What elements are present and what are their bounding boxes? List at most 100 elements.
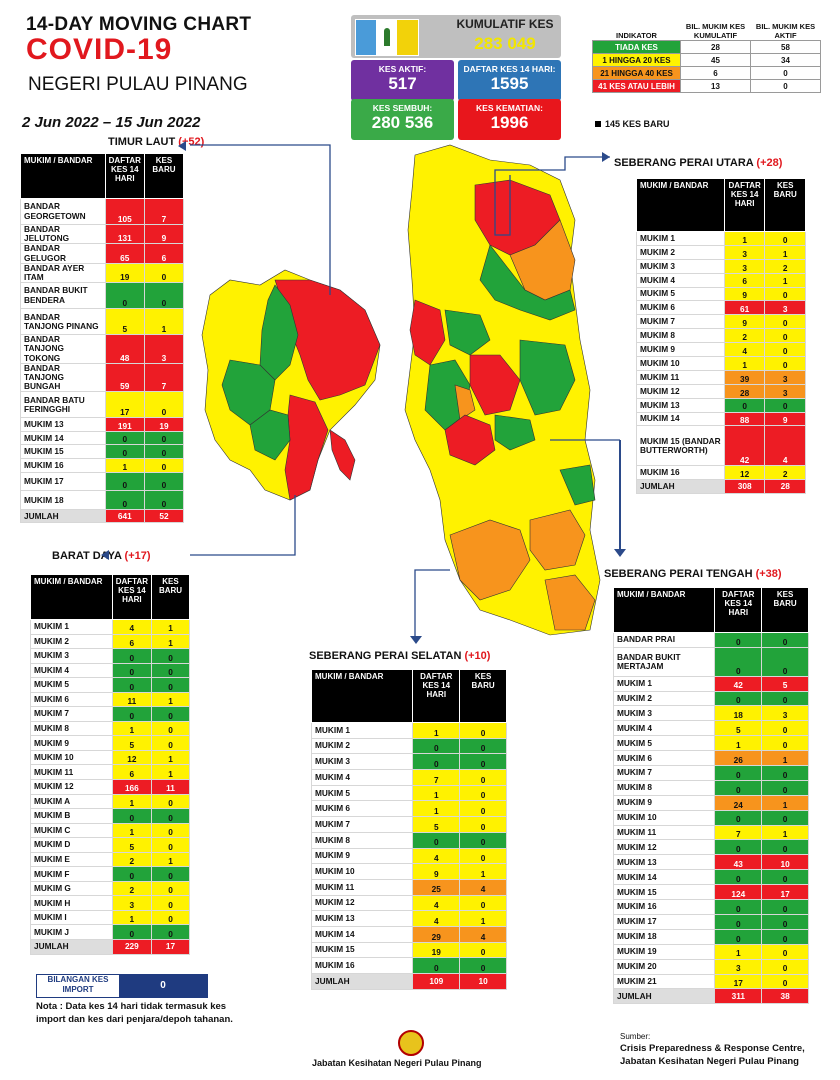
total-value: 641 xyxy=(104,508,145,524)
table-row: MUKIM 17 0 0 xyxy=(20,471,185,492)
daftar-cell: 42 xyxy=(714,675,763,692)
baru-cell: 0 xyxy=(459,894,507,912)
baru-cell: 0 xyxy=(459,784,507,802)
mukim-cell: BANDAR BUKIT MERTAJAM xyxy=(612,646,716,677)
column-header: KES BARU xyxy=(459,669,507,723)
baru-cell: 0 xyxy=(764,328,806,344)
table-row: MUKIM 17 0 0 xyxy=(612,913,809,930)
daftar-cell: 42 xyxy=(723,425,766,467)
table-header-row: MUKIM / BANDAR DAFTAR KES 14 HARI KES BARU xyxy=(612,587,809,633)
daftar-cell: 9 xyxy=(412,863,461,880)
mukim-cell: MUKIM 15 xyxy=(612,884,716,901)
mukim-cell: MUKIM 4 xyxy=(612,720,716,737)
daftar-cell: 3 xyxy=(723,244,766,260)
daftar-cell: 191 xyxy=(104,417,145,432)
mukim-cell: MUKIM 11 xyxy=(612,824,716,841)
baru-cell: 1 xyxy=(761,750,809,767)
mukim-cell: MUKIM 6 xyxy=(636,300,725,316)
table-row: BANDAR BUKIT BENDERA 0 0 xyxy=(20,281,185,310)
column-header: MUKIM / BANDAR xyxy=(612,587,716,633)
total-value: 52 xyxy=(143,508,185,524)
import-box: BILANGAN KES IMPORT 0 xyxy=(36,974,208,998)
table-row: BANDAR TANJONG BUNGAH 59 7 xyxy=(20,362,185,393)
mukim-cell: MUKIM 13 xyxy=(612,854,716,871)
mukim-cell: MUKIM 7 xyxy=(310,816,414,833)
baru-cell: 0 xyxy=(151,677,190,693)
mukim-cell: MUKIM 16 xyxy=(612,899,716,915)
baru-cell: 5 xyxy=(761,675,809,692)
mukim-cell: MUKIM 9 xyxy=(310,847,414,865)
baru-cell: 7 xyxy=(143,197,185,226)
baru-cell: 0 xyxy=(761,913,809,930)
total-value: 28 xyxy=(764,479,806,494)
mukim-cell: MUKIM 15 xyxy=(310,941,414,959)
baru-cell: 1 xyxy=(151,749,190,766)
mukim-cell: MUKIM 8 xyxy=(612,779,716,796)
baru-cell: 1 xyxy=(761,794,809,811)
total-value: 38 xyxy=(761,988,809,1005)
mukim-cell: MUKIM 9 xyxy=(636,342,725,358)
section-plus: (+38) xyxy=(755,568,782,580)
total-label: JUMLAH xyxy=(30,939,113,955)
column-header: MUKIM / BANDAR xyxy=(310,669,414,723)
flag-icon xyxy=(355,19,419,56)
section-title-sp-selatan: SEBERANG PERAI SELATAN (+10) xyxy=(309,650,490,662)
aktif-box: KES AKTIF: 517 xyxy=(351,60,454,101)
mukim-cell: MUKIM 8 xyxy=(636,328,725,344)
table-row: BANDAR AYER ITAM 19 0 xyxy=(20,262,185,283)
mukim-cell: MUKIM 11 xyxy=(30,764,113,781)
daftar-cell: 0 xyxy=(714,779,763,796)
table-row: MUKIM 13 43 10 xyxy=(612,854,809,871)
baru-cell: 1 xyxy=(459,910,507,927)
indicator-aktif: 34 xyxy=(750,53,821,67)
mukim-cell: BANDAR BUKIT BENDERA xyxy=(20,281,106,310)
kematian-value: 1996 xyxy=(490,113,529,132)
mukim-cell: MUKIM B xyxy=(30,808,113,824)
daftar-cell: 1 xyxy=(111,822,153,839)
baru-cell: 0 xyxy=(761,735,809,752)
daftar-cell: 2 xyxy=(723,328,766,344)
daftar-cell: 4 xyxy=(412,847,461,865)
daftar-cell: 0 xyxy=(723,397,766,413)
baru-cell: 0 xyxy=(761,779,809,796)
table-row: MUKIM 16 12 2 xyxy=(636,465,806,481)
table-row: MUKIM 6 61 3 xyxy=(636,300,806,316)
daftar-cell: 7 xyxy=(412,769,461,786)
daftar-cell: 131 xyxy=(104,224,145,245)
baru-cell: 0 xyxy=(151,662,190,679)
baru-cell: 3 xyxy=(761,705,809,722)
table-sp-selatan: MUKIM / BANDAR DAFTAR KES 14 HARI KES BARU… xyxy=(310,669,507,990)
daftar-cell: 105 xyxy=(104,197,145,226)
table-barat-daya: MUKIM / BANDAR DAFTAR KES 14 HARI KES BARU… xyxy=(30,574,190,955)
title-line1: 14-DAY MOVING CHART xyxy=(26,14,252,35)
baru-cell: 1 xyxy=(764,272,806,288)
total-label: JUMLAH xyxy=(310,973,414,990)
baru-cell: 0 xyxy=(143,430,185,446)
mukim-cell: MUKIM 14 xyxy=(310,925,414,943)
indicator-kumulatif: 45 xyxy=(680,53,751,67)
mukim-cell: BANDAR BATU FERINGGHI xyxy=(20,391,106,419)
daftar-label: DAFTAR KES 14 HARI: xyxy=(463,64,556,74)
daftar-cell: 166 xyxy=(111,779,153,795)
baru-cell: 0 xyxy=(761,958,809,975)
indicator-kumulatif: 28 xyxy=(680,40,751,54)
total-value: 229 xyxy=(111,939,153,955)
connector-lines xyxy=(190,144,620,640)
section-plus: (+10) xyxy=(464,650,491,662)
mukim-cell: MUKIM 5 xyxy=(636,286,725,302)
baru-cell: 1 xyxy=(761,824,809,841)
baru-cell: 0 xyxy=(761,690,809,707)
table-row: MUKIM 6 26 1 xyxy=(612,750,809,767)
column-header: DAFTAR KES 14 HARI xyxy=(412,669,461,723)
mukim-cell: MUKIM 13 xyxy=(310,910,414,927)
table-row: MUKIM 12 28 3 xyxy=(636,383,806,399)
mukim-cell: MUKIM I xyxy=(30,909,113,926)
daftar-cell: 5 xyxy=(412,816,461,833)
daftar-cell: 3 xyxy=(723,258,766,274)
baru-cell: 0 xyxy=(143,281,185,310)
